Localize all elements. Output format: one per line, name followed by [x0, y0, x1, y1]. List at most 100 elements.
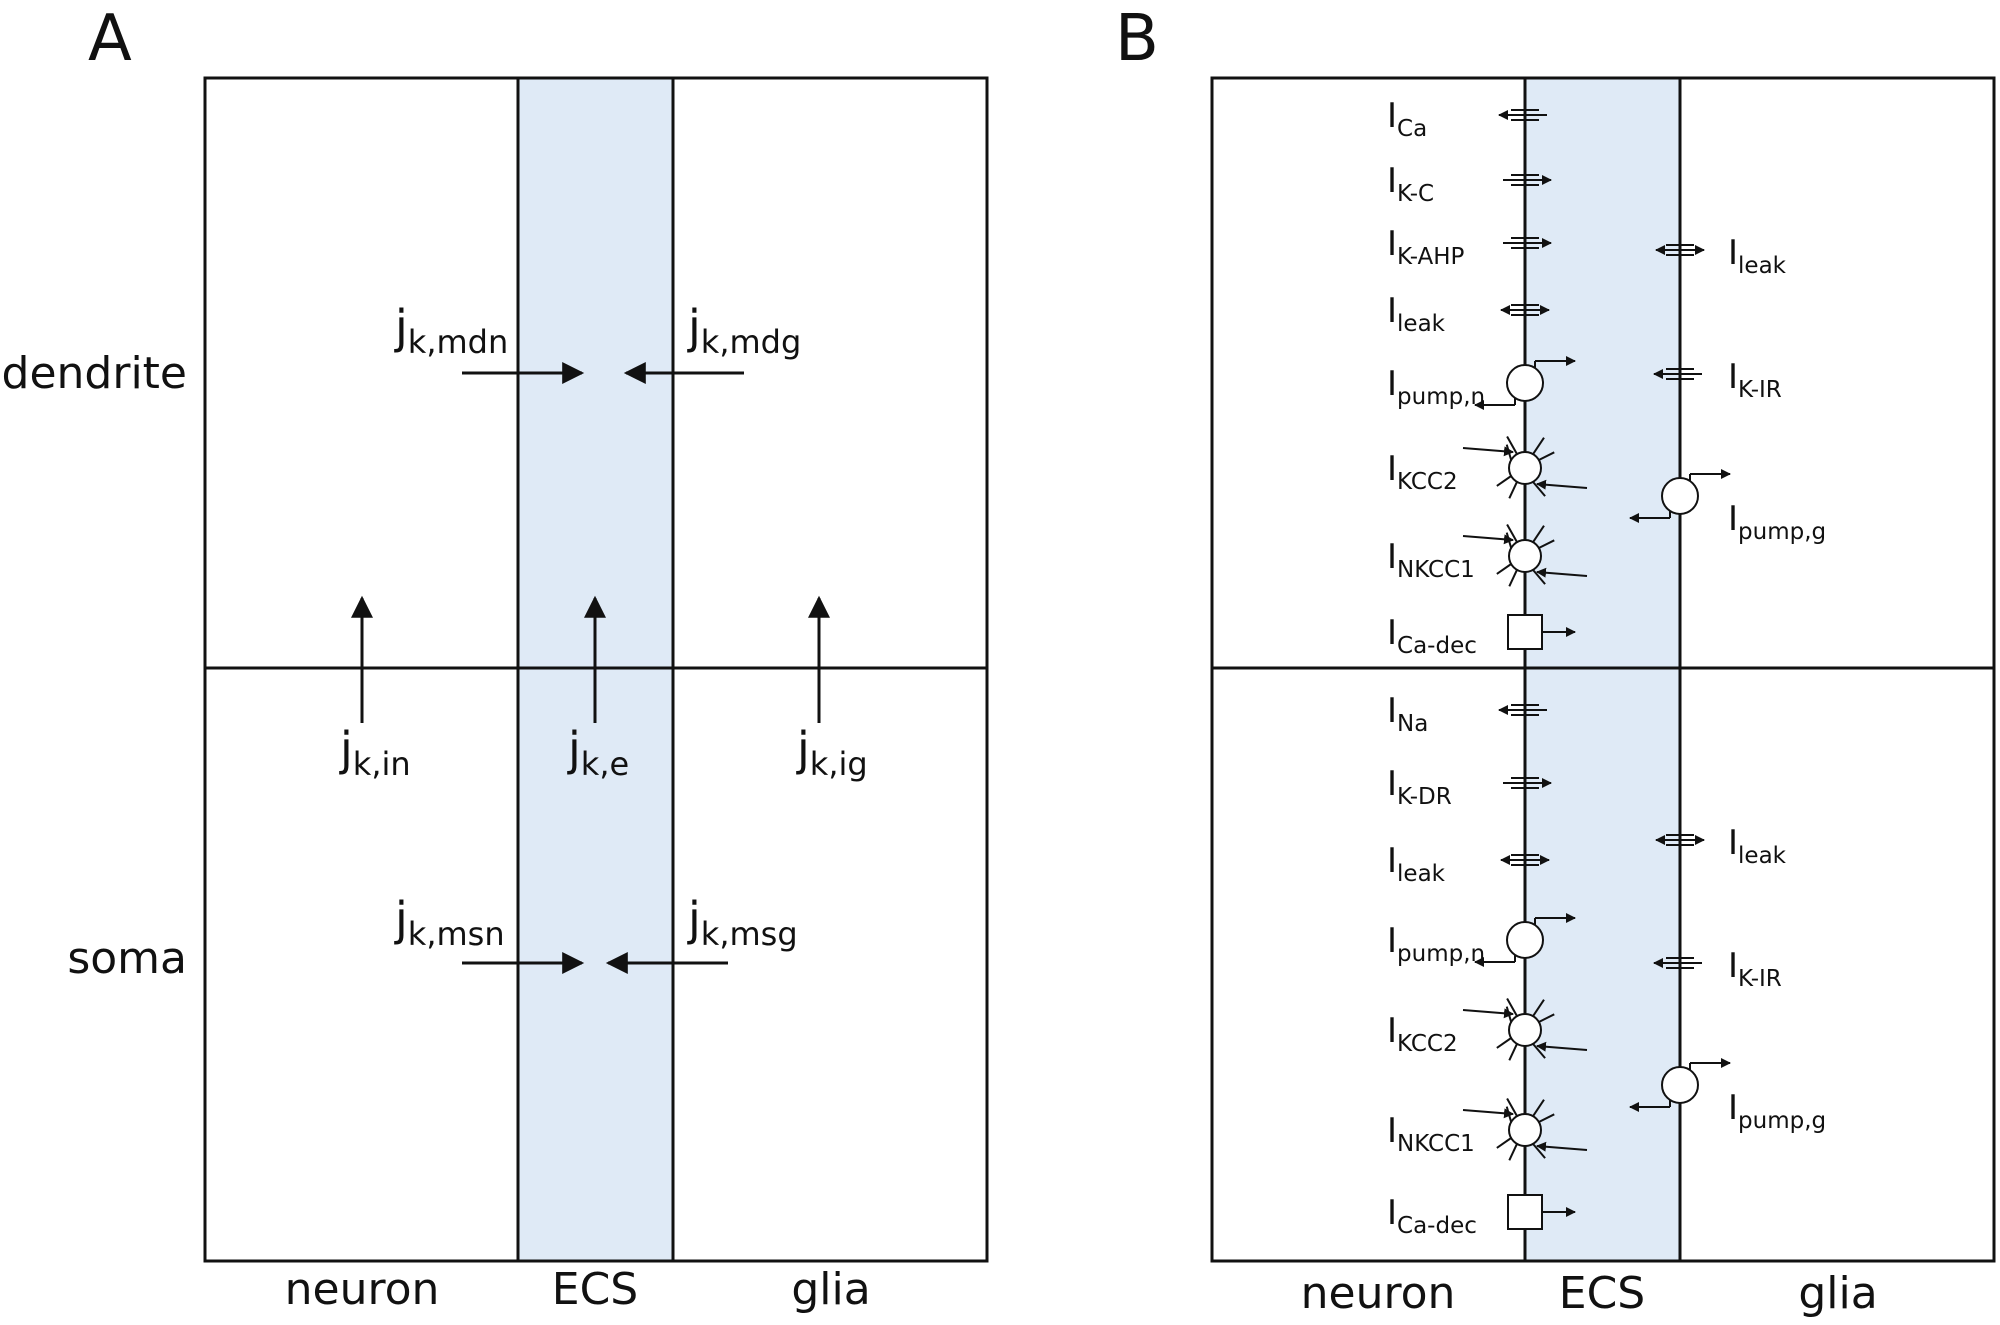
current-label: ICa-dec: [1387, 613, 1477, 659]
current-label: IK-IR: [1728, 946, 1782, 992]
pump-circle: [1506, 364, 1544, 402]
current-label: Ipump,n: [1387, 364, 1485, 410]
cotransporter-tick: [1496, 475, 1512, 487]
current-label-main: I: [1728, 499, 1738, 539]
mechanism-soma-neuron-1: IK-DR: [1387, 764, 1552, 810]
current-label: Ileak: [1728, 823, 1787, 869]
flux-label-msg: jk,msg: [687, 892, 798, 953]
current-label: Ipump,n: [1387, 921, 1485, 967]
mechanism-soma-neuron-3: Ipump,n: [1387, 913, 1576, 967]
current-label: IKCC2: [1387, 449, 1458, 495]
current-label-main: I: [1387, 841, 1397, 881]
current-label-sub: Ca: [1397, 116, 1427, 142]
current-label-sub: Na: [1397, 711, 1428, 737]
current-label-sub: pump,g: [1738, 1108, 1826, 1134]
current-label-main: I: [1387, 449, 1397, 489]
current-label: ICa: [1387, 96, 1427, 142]
mechanism-soma-glia-2: Ipump,g: [1629, 1058, 1826, 1134]
flux-label-in: jk,in: [339, 722, 411, 783]
current-label-main: I: [1387, 1011, 1397, 1051]
cotransporter-arrow-in: [1536, 479, 1588, 490]
current-label-main: I: [1387, 1111, 1397, 1151]
mechanism-dendrite-neuron-5: IKCC2: [1387, 436, 1588, 499]
flux-label-msn: jk,msn: [394, 892, 505, 953]
panel-b: B neuron ECS glia ICaIK-CIK-AHPIleakIpum…: [1115, 2, 1996, 1319]
current-label-sub: NKCC1: [1397, 1131, 1475, 1157]
current-label-sub: K-AHP: [1397, 244, 1464, 270]
row-label-dendrite: dendrite: [2, 348, 187, 399]
current-label-main: I: [1387, 161, 1397, 201]
mechanism-dendrite-neuron-0: ICa: [1387, 96, 1547, 142]
flux-label-mdn: jk,mdn: [394, 300, 508, 361]
cotransporter-circle: [1508, 539, 1542, 573]
current-label: Ileak: [1728, 233, 1787, 279]
cotransporter-tick: [1506, 524, 1518, 543]
current-label-sub: KCC2: [1397, 1031, 1458, 1057]
panel-a-col-label-glia: glia: [791, 1264, 870, 1315]
cotransporter-arrow-in: [1536, 1141, 1588, 1152]
cotransporter-tick: [1532, 999, 1545, 1017]
mechanism-soma-neuron-0: INa: [1387, 691, 1547, 737]
current-label-main: I: [1728, 233, 1738, 273]
mechanism-soma-neuron-4: IKCC2: [1387, 998, 1588, 1061]
current-label-main: I: [1387, 691, 1397, 731]
current-label-sub: leak: [1738, 843, 1787, 869]
current-label: ICa-dec: [1387, 1193, 1477, 1239]
current-label-sub: NKCC1: [1397, 557, 1475, 583]
mechanism-soma-neuron-5: INKCC1: [1387, 1098, 1588, 1161]
cotransporter-tick: [1532, 525, 1545, 543]
current-label-sub: leak: [1397, 311, 1446, 337]
current-label-main: I: [1387, 921, 1397, 961]
cotransporter-arrow-in: [1536, 567, 1588, 578]
current-label-main: I: [1387, 613, 1397, 653]
cotransporter-tick: [1508, 481, 1518, 499]
flux-label-mdg: jk,mdg: [687, 300, 801, 361]
mechanism-dendrite-glia-1: IK-IR: [1653, 357, 1782, 403]
panel-a-col-label-ecs: ECS: [552, 1264, 638, 1315]
cotransporter-circle: [1508, 451, 1542, 485]
decay-square: [1507, 1194, 1543, 1230]
current-label-main: I: [1387, 96, 1397, 136]
pump-circle: [1661, 1066, 1699, 1104]
current-label: IK-C: [1387, 161, 1434, 207]
current-label-sub: Ca-dec: [1397, 633, 1477, 659]
panel-b-letter: B: [1115, 2, 1159, 76]
current-label-sub: pump,n: [1397, 941, 1485, 967]
current-label-sub: KCC2: [1397, 469, 1458, 495]
mechanism-dendrite-glia-2: Ipump,g: [1629, 469, 1826, 545]
mechanism-soma-neuron-2: Ileak: [1387, 841, 1550, 887]
current-label: INa: [1387, 691, 1428, 737]
current-label-sub: K-IR: [1738, 966, 1782, 992]
current-label-sub: pump,n: [1397, 384, 1485, 410]
cotransporter-tick: [1538, 451, 1555, 461]
panel-a-letter: A: [88, 2, 132, 76]
cotransporter-tick: [1506, 436, 1518, 455]
current-label: Ipump,g: [1728, 499, 1826, 545]
current-label-main: I: [1387, 764, 1397, 804]
panel-a: A dendrite soma neuron ECS glia jk,mdn j…: [2, 2, 989, 1315]
mechanism-dendrite-neuron-2: IK-AHP: [1387, 224, 1552, 270]
cotransporter-circle: [1508, 1013, 1542, 1047]
current-label-main: I: [1387, 537, 1397, 577]
current-label-main: I: [1387, 364, 1397, 404]
cotransporter-tick: [1532, 1099, 1545, 1117]
cotransporter-tick: [1496, 563, 1512, 575]
flux-label-ig: jk,ig: [796, 722, 868, 783]
cotransporter-tick: [1508, 569, 1518, 587]
current-label-main: I: [1387, 1193, 1397, 1233]
pump-circle: [1661, 477, 1699, 515]
cotransporter-arrow-in: [1462, 1108, 1514, 1119]
current-label-main: I: [1728, 823, 1738, 863]
panel-a-col-label-neuron: neuron: [285, 1264, 440, 1315]
current-label-sub: leak: [1397, 861, 1446, 887]
panel-b-col-label-ecs: ECS: [1559, 1268, 1645, 1319]
current-label-main: I: [1728, 357, 1738, 397]
current-label: Ileak: [1387, 291, 1446, 337]
panel-b-col-label-glia: glia: [1798, 1268, 1877, 1319]
membrane-mechanisms: ICaIK-CIK-AHPIleakIpump,nIKCC2INKCC1ICa-…: [1387, 96, 1826, 1239]
cotransporter-tick: [1538, 1113, 1555, 1123]
current-label-main: I: [1728, 946, 1738, 986]
cotransporter-tick: [1538, 1013, 1555, 1023]
current-label-sub: leak: [1738, 253, 1787, 279]
